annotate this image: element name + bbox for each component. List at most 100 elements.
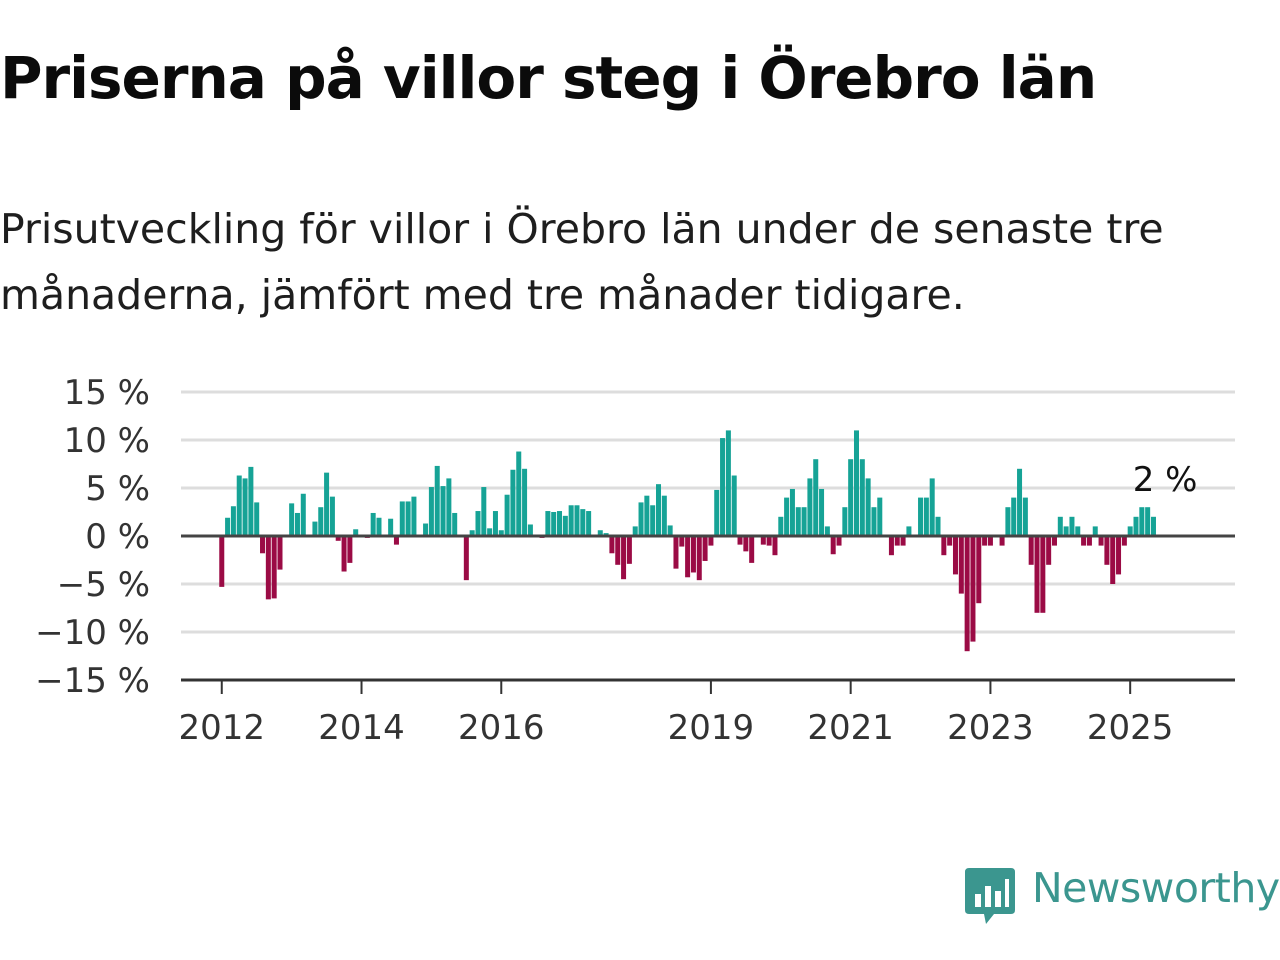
bar (242, 478, 248, 536)
bar (580, 509, 586, 536)
bar-series (219, 430, 1156, 652)
bar (778, 516, 784, 536)
bar (1150, 516, 1156, 536)
bar (347, 536, 353, 563)
bar (766, 536, 772, 546)
bar (260, 536, 266, 554)
bar (225, 517, 231, 536)
y-tick-label: 10 % (64, 421, 150, 461)
bar (679, 536, 685, 547)
x-tick-label: 2014 (318, 708, 405, 748)
brand-name: Newsworthy (1032, 864, 1280, 912)
bar (632, 526, 638, 536)
bar (405, 501, 411, 536)
bar (353, 529, 359, 536)
bar (626, 536, 632, 564)
bar (376, 517, 382, 536)
bar (294, 512, 300, 536)
bar (760, 536, 766, 545)
bar (1081, 536, 1087, 546)
bar (853, 430, 859, 536)
x-tick-label: 2025 (1087, 708, 1174, 748)
bar (615, 536, 621, 565)
bar (609, 536, 615, 554)
bar (1127, 526, 1133, 536)
bar (970, 536, 976, 642)
bar (661, 495, 667, 536)
y-tick-label: 15 % (64, 373, 150, 413)
bar (312, 521, 318, 536)
bar (393, 536, 399, 545)
bar (1051, 536, 1057, 546)
bar (423, 523, 429, 536)
bar (289, 503, 295, 536)
bar (999, 536, 1005, 546)
bar (731, 475, 737, 536)
bar (504, 494, 510, 536)
bar (964, 536, 970, 652)
newsworthy-logo-icon (965, 868, 1015, 924)
bar (1069, 516, 1075, 536)
bar (411, 496, 417, 536)
bar (1104, 536, 1110, 565)
bar (696, 536, 702, 581)
bar (510, 469, 516, 536)
bar (248, 466, 254, 536)
x-tick-label: 2019 (668, 708, 755, 748)
bar (230, 506, 236, 536)
bar (690, 536, 696, 573)
last-value-label: 2 % (1133, 460, 1198, 500)
bar (708, 536, 714, 546)
bar (452, 512, 458, 536)
bar (236, 475, 242, 536)
bar (1086, 536, 1092, 546)
bar (976, 536, 982, 604)
axes (181, 534, 1235, 694)
bar (1011, 497, 1017, 536)
bar (1116, 536, 1122, 575)
bar (923, 497, 929, 536)
bar (941, 536, 947, 556)
bar (714, 489, 720, 536)
bar (1133, 516, 1139, 536)
bar (958, 536, 964, 594)
bar (1098, 536, 1104, 546)
x-tick-label: 2012 (178, 708, 265, 748)
bar (982, 536, 988, 546)
bar (551, 512, 557, 536)
bar (830, 536, 836, 555)
bar (318, 507, 324, 536)
bar (1063, 526, 1069, 536)
bar (440, 486, 446, 536)
bar (597, 530, 603, 536)
bar (836, 536, 842, 546)
newsworthy-logo[interactable]: Newsworthy (962, 862, 1280, 930)
bar (522, 468, 528, 536)
bar (434, 465, 440, 536)
bar (702, 536, 708, 561)
bar (906, 526, 912, 536)
bar (685, 536, 691, 578)
bar (789, 488, 795, 536)
bar (650, 505, 656, 536)
bar (824, 526, 830, 536)
bar (1121, 536, 1127, 546)
bar (324, 472, 330, 536)
bar (370, 512, 376, 536)
bar (428, 487, 434, 536)
bar (1057, 516, 1063, 536)
bar (586, 511, 592, 536)
bar (1005, 507, 1011, 536)
bar (329, 496, 335, 536)
bar-chart: 15 % 10 % 5 % 0 % −5 % −10 % −15 % 2012 2014 2016… (35, 373, 1235, 748)
bar (1028, 536, 1034, 565)
bar (568, 505, 574, 536)
bar (859, 459, 865, 536)
bar (865, 478, 871, 536)
bar (254, 502, 260, 536)
bar (888, 536, 894, 556)
bar (667, 525, 673, 536)
bar (1139, 507, 1145, 536)
bar (492, 511, 498, 536)
bar (469, 530, 475, 536)
